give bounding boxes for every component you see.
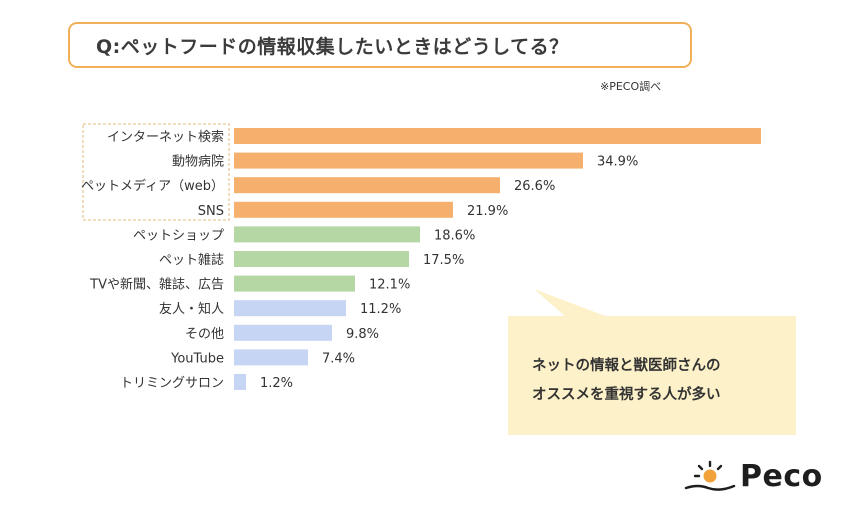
- value-label-6: 12.1%: [369, 278, 410, 293]
- value-label-3: 21.9%: [467, 204, 508, 219]
- callout-line-1: ネットの情報と獣医師さんの: [532, 358, 721, 374]
- bar-2: [234, 177, 500, 194]
- page-title: Q:ペットフードの情報収集したいときはどうしてる？: [96, 35, 569, 58]
- bar-8: [234, 324, 332, 341]
- category-label-4: ペットショップ: [133, 228, 224, 243]
- category-label-6: TVや新聞、雑誌、広告: [89, 277, 224, 293]
- value-label-2: 26.6%: [514, 179, 555, 194]
- value-label-7: 11.2%: [360, 302, 401, 317]
- bar-7: [234, 300, 346, 317]
- category-label-5: ペット雑誌: [159, 252, 224, 268]
- bar-10: [234, 374, 246, 390]
- bar-0: [234, 128, 761, 144]
- value-label-9: 7.4%: [322, 351, 355, 366]
- peco-logo: Peco: [684, 458, 823, 494]
- callout-line-2: オススメを重視する人が多い: [532, 387, 721, 403]
- bar-3: [234, 201, 453, 218]
- value-label-5: 17.5%: [423, 253, 464, 268]
- source-note: ※PECO調べ: [600, 80, 662, 93]
- bar-9: [234, 349, 308, 366]
- category-label-1: 動物病院: [172, 155, 224, 170]
- category-label-2: ペットメディア（web）: [81, 178, 224, 194]
- value-label-1: 34.9%: [597, 155, 638, 170]
- value-label-4: 18.6%: [434, 228, 475, 243]
- category-label-10: トリミングサロン: [120, 376, 224, 391]
- callout-box: ネットの情報と獣医師さんの オススメを重視する人が多い: [508, 316, 796, 435]
- peco-face-icon: [684, 460, 736, 491]
- category-label-0: インターネット検索: [107, 130, 224, 145]
- highlight-box: [82, 123, 230, 221]
- bar-6: [234, 275, 355, 292]
- value-label-10: 1.2%: [260, 376, 293, 391]
- category-label-3: SNS: [198, 204, 224, 219]
- title-box: Q:ペットフードの情報収集したいときはどうしてる？: [68, 22, 692, 68]
- value-label-8: 9.8%: [346, 327, 379, 342]
- category-label-7: 友人・知人: [159, 301, 224, 317]
- callout-tail: [534, 289, 608, 317]
- bar-4: [234, 226, 420, 243]
- category-label-9: YouTube: [170, 351, 224, 366]
- bar-1: [234, 152, 583, 169]
- category-label-8: その他: [185, 327, 224, 342]
- logo-text: Peco: [740, 458, 823, 494]
- bar-5: [234, 251, 409, 267]
- callout-text: ネットの情報と獣医師さんの オススメを重視する人が多い: [532, 352, 721, 410]
